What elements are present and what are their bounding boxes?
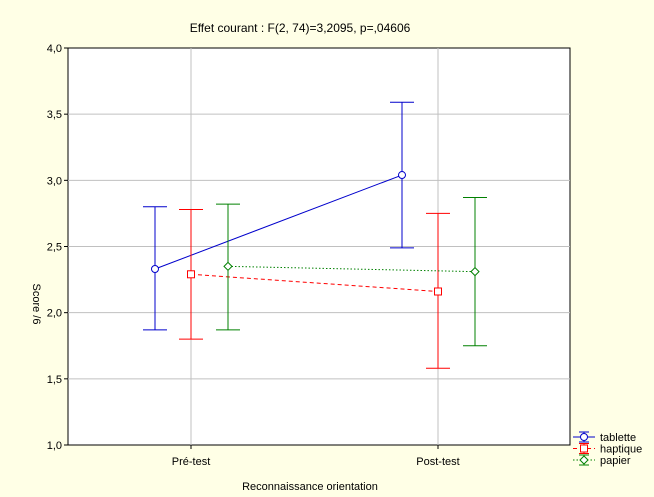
- y-axis-label: Score /6: [30, 284, 42, 325]
- y-tick-label: 2,5: [47, 242, 62, 254]
- series-papier: [216, 197, 487, 347]
- chart-title: Effet courant : F(2, 74)=3,2095, p=,0460…: [190, 21, 411, 35]
- x-tick-label: Post-test: [416, 456, 459, 468]
- x-ticks: Pré-test Post-test: [172, 445, 460, 468]
- y-tick-label: 2,0: [47, 308, 62, 320]
- y-tick-label: 3,0: [47, 175, 62, 187]
- series-haptique: [179, 208, 450, 369]
- data-point-haptique: [434, 287, 442, 296]
- legend-item-papier: papier: [573, 454, 631, 467]
- series-line-papier: [227, 265, 476, 273]
- y-tick-label: 3,5: [47, 109, 62, 121]
- data-point-tablette: [151, 264, 159, 273]
- y-tick-label: 4,0: [47, 43, 62, 55]
- legend-marker-haptique: [580, 444, 588, 453]
- series-line-tablette: [154, 174, 403, 270]
- legend-marker-papier: [579, 455, 589, 465]
- legend-marker-tablette: [580, 433, 588, 441]
- legend-item-tablette: tablette: [573, 431, 636, 444]
- series-group: [143, 101, 487, 369]
- legend-label-haptique: haptique: [600, 444, 642, 456]
- legend-item-haptique: haptique: [573, 443, 642, 456]
- x-tick-label: Pré-test: [172, 456, 211, 468]
- data-point-tablette: [398, 171, 406, 180]
- y-tick-label: 1,5: [47, 374, 62, 386]
- series-line-haptique: [190, 273, 439, 292]
- data-point-haptique: [187, 270, 195, 279]
- data-point-papier: [470, 266, 480, 277]
- data-point-papier: [223, 261, 233, 272]
- y-ticks: 1,0 1,5 2,0 2,5 3,0 3,5 4,0: [47, 43, 68, 452]
- x-axis-label: Reconnaissance orientation: [242, 481, 378, 493]
- legend-label-papier: papier: [600, 455, 631, 467]
- legend-label-tablette: tablette: [600, 432, 636, 444]
- series-tablette: [143, 101, 414, 331]
- y-tick-label: 1,0: [47, 440, 62, 452]
